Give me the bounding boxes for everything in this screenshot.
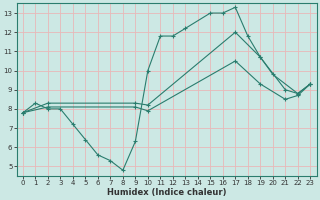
X-axis label: Humidex (Indice chaleur): Humidex (Indice chaleur) <box>107 188 226 197</box>
